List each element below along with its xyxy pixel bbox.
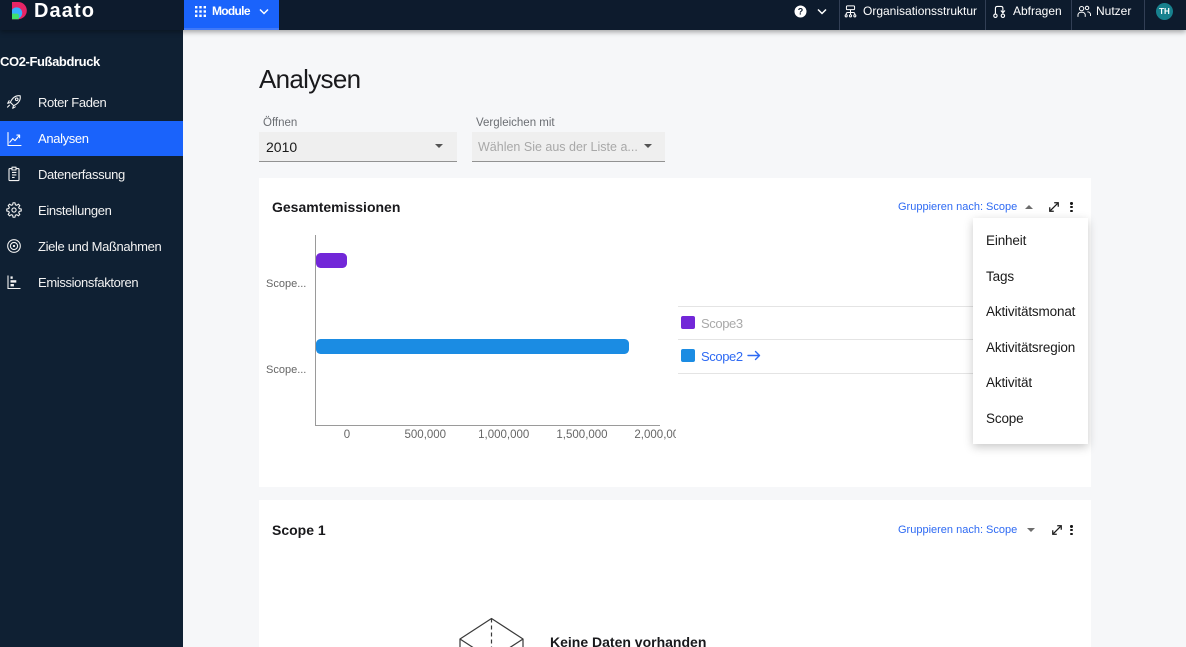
svg-text:?: ? (798, 6, 804, 16)
